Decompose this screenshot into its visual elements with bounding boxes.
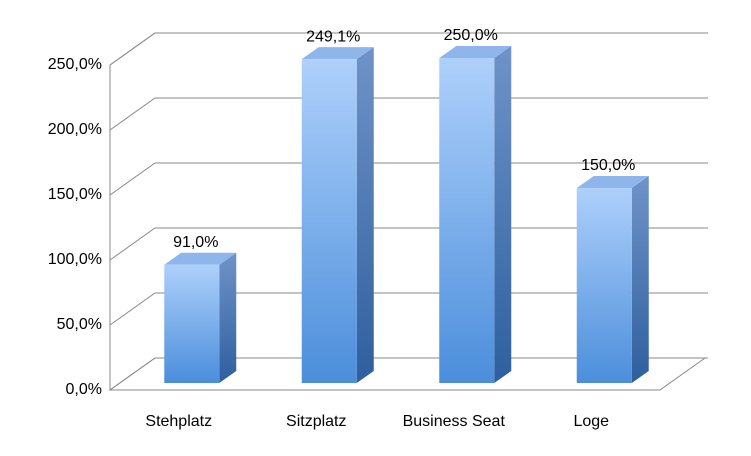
bar	[439, 58, 495, 383]
bar-side	[494, 46, 512, 383]
bar-side	[631, 176, 649, 383]
bar	[576, 188, 632, 383]
y-tick-label: 150,0%	[48, 186, 102, 203]
grid-line	[109, 227, 708, 261]
bar	[164, 264, 220, 383]
bar-side	[356, 47, 374, 384]
grid-line	[109, 162, 708, 196]
bar	[301, 59, 357, 384]
x-tick-label: Sitzplatz	[286, 413, 346, 430]
grid-line	[109, 292, 708, 326]
left-wall	[109, 32, 156, 390]
bar-top	[439, 46, 512, 58]
x-tick-label: Business Seat	[403, 413, 506, 430]
bar-top	[576, 176, 649, 188]
y-tick-label: 0,0%	[66, 381, 102, 398]
value-label: 91,0%	[173, 234, 218, 251]
y-tick-label: 250,0%	[48, 56, 102, 73]
x-tick-label: Stehplatz	[145, 413, 212, 430]
bar-side	[219, 252, 237, 383]
y-tick-label: 200,0%	[48, 121, 102, 138]
y-tick-label: 50,0%	[57, 316, 102, 333]
value-label: 150,0%	[581, 157, 635, 174]
grid-line	[109, 357, 708, 391]
y-tick-label: 100,0%	[48, 251, 102, 268]
grid-line	[109, 97, 708, 131]
bar-top	[301, 47, 374, 60]
value-label: 250,0%	[444, 27, 498, 44]
grid-line	[109, 32, 708, 66]
value-label: 249,1%	[306, 28, 360, 45]
x-tick-label: Loge	[573, 413, 609, 430]
bar-top	[164, 252, 237, 265]
